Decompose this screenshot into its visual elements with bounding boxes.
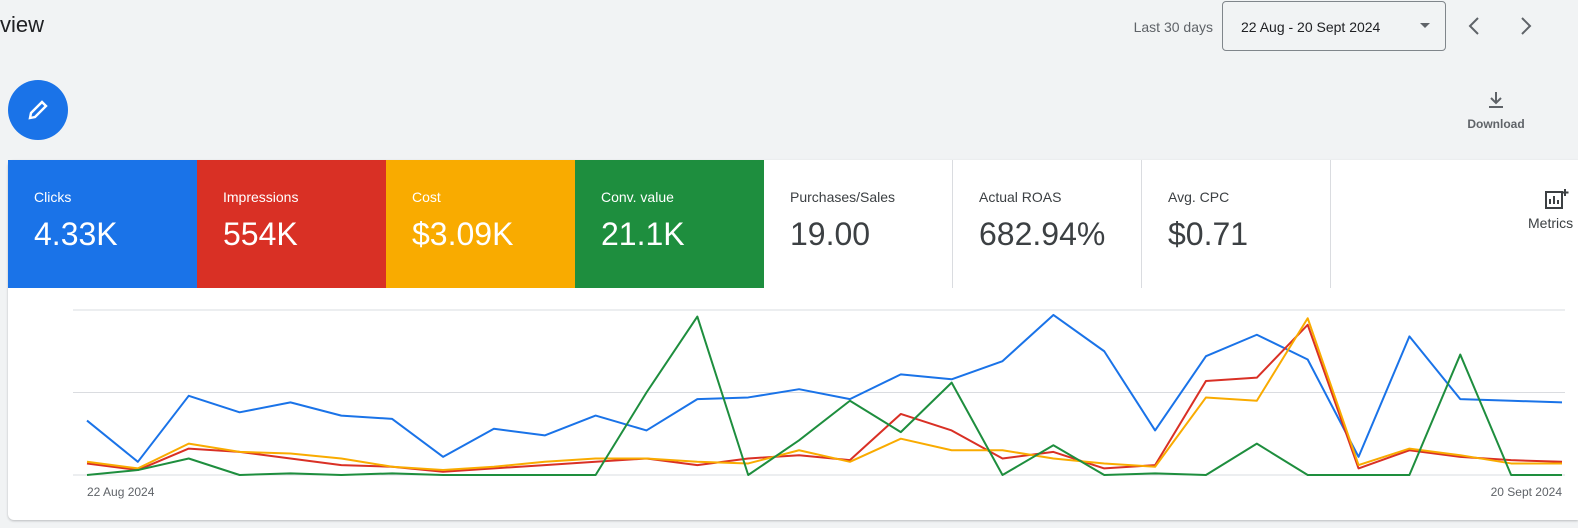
dropdown-arrow (1420, 23, 1430, 28)
scorecard-value: 682.94% (979, 216, 1106, 252)
download-button[interactable]: Download (1460, 90, 1532, 131)
x-tick-label: 20 Sept 2024 (1491, 485, 1563, 499)
metrics-icon (1545, 189, 1569, 209)
date-range: 22 Aug - 20 Sept 2024 (1241, 19, 1381, 35)
scorecard-value: $0.71 (1168, 216, 1249, 252)
series-line (86, 323, 1563, 473)
edit-button[interactable] (8, 80, 70, 142)
scorecard-label: Actual ROAS (979, 189, 1062, 205)
page-title: view (0, 12, 45, 37)
metrics-button[interactable]: Metrics (1528, 188, 1578, 231)
scorecard-label: Cost (412, 189, 441, 205)
scorecard-label: Clicks (34, 189, 72, 205)
scorecard-value: 21.1K (601, 216, 685, 252)
download-label: Download (1467, 117, 1525, 131)
x-tick-label: 22 Aug 2024 (87, 485, 155, 499)
metrics-label: Metrics (1528, 215, 1574, 231)
scorecard-label: Impressions (223, 189, 299, 205)
series-line (86, 313, 1563, 463)
scorecard[interactable]: Purchases/Sales 19.00 (764, 160, 953, 288)
scorecard-value: $3.09K (412, 216, 514, 252)
scorecard-label: Purchases/Sales (790, 189, 896, 205)
scorecard[interactable]: Actual ROAS 682.94% (953, 160, 1142, 288)
scorecard-value: 554K (223, 216, 298, 252)
range-label: Last 30 days (1133, 19, 1213, 35)
scorecard-value: 4.33K (34, 216, 118, 252)
prev-button[interactable] (1464, 14, 1484, 38)
scorecard[interactable]: Avg. CPC $0.71 (1142, 160, 1331, 288)
next-button[interactable] (1516, 14, 1536, 38)
scorecard-value: 19.00 (790, 216, 871, 252)
scorecard[interactable]: Conv. value 21.1K (575, 160, 764, 288)
scorecard[interactable]: Cost $3.09K (386, 160, 575, 288)
download-icon (1489, 92, 1503, 108)
scorecard[interactable]: Clicks 4.33K (8, 160, 197, 288)
series-line (86, 317, 1562, 472)
scorecard-label: Conv. value (601, 189, 674, 205)
date-dropdown[interactable]: 22 Aug - 20 Sept 2024 (1222, 1, 1446, 51)
scorecard[interactable]: Impressions 554K (197, 160, 386, 288)
scorecard-label: Avg. CPC (1168, 189, 1230, 205)
series-line (86, 315, 1562, 476)
